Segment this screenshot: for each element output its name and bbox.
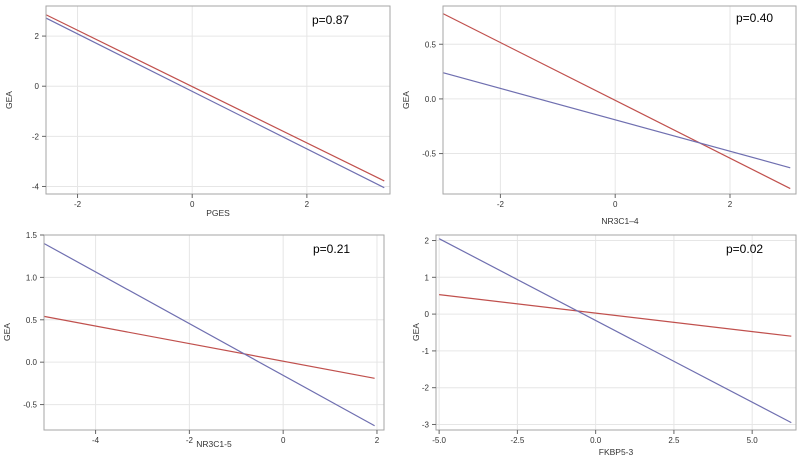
y-tick-label: -3 — [422, 420, 430, 429]
series-line-red — [43, 315, 375, 379]
y-tick-label: 0.0 — [425, 95, 437, 104]
plot-frame — [45, 5, 391, 195]
x-tick-label: 2 — [305, 200, 310, 209]
y-axis-label: GEA — [401, 91, 411, 109]
y-tick-label: -2 — [422, 384, 430, 393]
y-tick-label: -2 — [32, 132, 40, 141]
y-tick-label: 0.5 — [26, 316, 38, 325]
y-tick-label: 1.5 — [26, 231, 38, 240]
series-line-red — [442, 13, 791, 190]
chart-panel-2: -2 0 2 -0.5 0.0 0.5 NR3C1–4 GEA p=0.40 — [401, 5, 797, 226]
y-tick-label: 0 — [425, 310, 430, 319]
chart-panel-1: -2 0 2 -4 -2 0 2 PGES GEA p=0.87 — [4, 5, 391, 218]
x-axis-label: PGES — [206, 208, 230, 218]
series-line-blue — [45, 17, 385, 189]
x-tick-label: 2 — [728, 200, 733, 209]
series-line-blue — [442, 72, 791, 169]
x-tick-label: 0 — [281, 436, 286, 445]
x-axis-label: NR3C1–4 — [601, 216, 639, 226]
series-line-red — [439, 294, 792, 337]
y-axis-label: GEA — [2, 323, 12, 341]
chart-panel-3: -4 -2 0 2 -0.5 0.0 0.5 1.0 1.5 NR3C1-5 GEA p=0.21 — [2, 231, 385, 449]
x-tick-label: -2 — [497, 200, 505, 209]
p-value-annotation: p=0.02 — [726, 242, 763, 256]
y-axis-label: GEA — [4, 91, 14, 109]
series-line-blue — [438, 238, 792, 424]
x-axis-label: FKBP5-3 — [599, 447, 634, 457]
y-axis-label: GEA — [411, 323, 421, 341]
x-tick-label: 5.0 — [747, 436, 759, 445]
y-tick-label: 0.5 — [425, 40, 437, 49]
x-tick-label: -4 — [92, 436, 100, 445]
p-value-annotation: p=0.40 — [736, 11, 773, 25]
x-tick-label: 2.5 — [668, 436, 680, 445]
plot-frame — [442, 5, 797, 195]
y-tick-label: 0.0 — [26, 358, 38, 367]
x-tick-label: 0.0 — [590, 436, 602, 445]
y-tick-label: 1 — [425, 273, 430, 282]
x-tick-label: -2 — [74, 200, 82, 209]
y-tick-label: 2 — [425, 237, 430, 246]
x-tick-label: 0 — [613, 200, 618, 209]
x-tick-label: -2 — [186, 436, 194, 445]
x-tick-label: 2 — [375, 436, 380, 445]
plot-frame — [435, 234, 797, 431]
x-axis-label: NR3C1-5 — [196, 439, 232, 449]
y-tick-label: -0.5 — [422, 150, 436, 159]
p-value-annotation: p=0.87 — [312, 13, 349, 27]
y-tick-label: 1.0 — [26, 273, 38, 282]
x-tick-label: 0 — [190, 200, 195, 209]
p-value-annotation: p=0.21 — [313, 242, 350, 256]
y-tick-label: -1 — [422, 347, 430, 356]
y-tick-label: 0 — [35, 82, 40, 91]
plot-frame — [43, 234, 385, 431]
y-tick-label: -0.5 — [23, 401, 37, 410]
series-line-red — [45, 14, 385, 182]
x-tick-label: -2.5 — [510, 436, 524, 445]
y-tick-label: 2 — [35, 32, 40, 41]
y-tick-label: -4 — [32, 182, 40, 191]
series-line-blue — [43, 242, 375, 427]
chart-panel-4: -5.0 -2.5 0.0 2.5 5.0 -3 -2 -1 0 1 2 FKBP5-3 GEA p=0.… — [411, 234, 797, 457]
x-tick-label: -5.0 — [432, 436, 446, 445]
